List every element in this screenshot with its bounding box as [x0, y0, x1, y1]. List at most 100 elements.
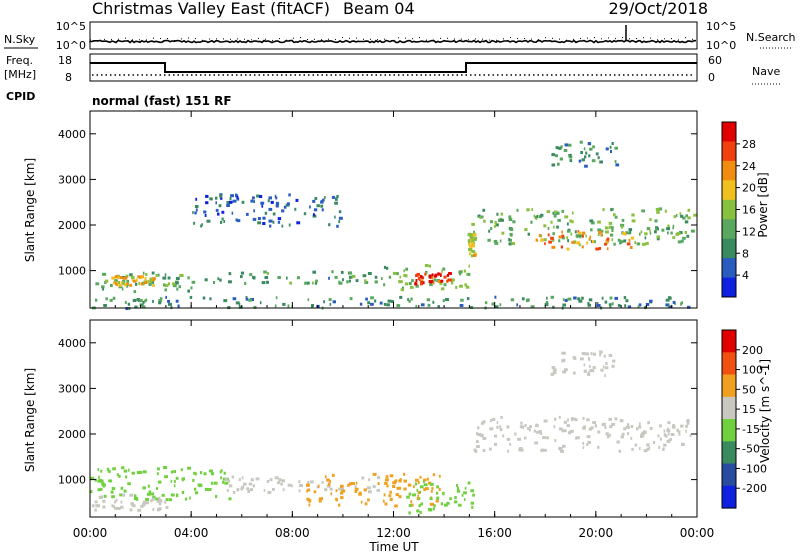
echo-cell	[561, 234, 565, 238]
echo-cell	[533, 429, 537, 433]
frequency-panel: Freq. [MHz] 18 8 60 0 Nave CPID normal (…	[4, 53, 780, 108]
echo-cell	[464, 283, 468, 287]
echo-cell	[466, 297, 470, 301]
echo-cell	[338, 487, 343, 491]
echo-cell	[115, 282, 118, 286]
velocity-y-axis: 1000 2000 3000 4000	[58, 337, 697, 487]
echo-cell	[134, 497, 138, 500]
echo-cell	[217, 277, 220, 281]
echo-cell	[636, 427, 639, 431]
noise-search-dot	[286, 39, 287, 41]
echo-cell	[396, 272, 399, 276]
echo-cell	[178, 285, 181, 289]
echo-cell	[395, 493, 399, 497]
echo-cell	[595, 247, 600, 251]
echo-cell	[240, 487, 244, 491]
echo-cell	[494, 241, 499, 245]
echo-cell	[679, 231, 683, 235]
echo-cell	[324, 196, 326, 199]
echo-cell	[638, 303, 642, 307]
echo-cell	[468, 244, 473, 248]
echo-cell	[427, 508, 430, 512]
echo-cell	[326, 478, 330, 482]
echo-cell	[527, 427, 530, 430]
velocity-colorbar-label: Velocity [m s^-1]	[758, 359, 772, 463]
echo-cell	[425, 487, 429, 491]
echo-cell	[579, 357, 584, 361]
noise-trace	[89, 25, 696, 44]
date-label: 29/Oct/2018	[608, 0, 708, 18]
echo-cell	[298, 489, 301, 493]
echo-cell	[321, 199, 323, 203]
echo-cell	[221, 210, 225, 214]
echo-cell	[670, 437, 672, 441]
echo-cell	[323, 300, 325, 304]
echo-cell	[601, 423, 604, 427]
echo-cell	[366, 486, 371, 490]
echo-cell	[110, 490, 114, 494]
echo-cell	[585, 352, 590, 356]
echo-cell	[117, 507, 121, 510]
echo-cell	[145, 498, 149, 501]
echo-cell	[556, 225, 559, 229]
echo-cell	[419, 279, 424, 283]
echo-cell	[236, 488, 240, 491]
echo-cell	[597, 156, 600, 160]
echo-cell	[105, 279, 109, 283]
echo-cell	[615, 163, 620, 167]
freq-left-tick-bottom: 8	[65, 71, 72, 84]
echo-cell	[631, 213, 635, 217]
time-tick-label: 00:00	[73, 526, 108, 540]
echo-cell	[137, 508, 142, 512]
echo-cell	[407, 483, 412, 487]
echo-cell	[459, 272, 462, 276]
echo-cell	[551, 245, 556, 249]
echo-cell	[228, 497, 232, 501]
echo-cell	[567, 297, 572, 301]
echo-cell	[223, 220, 225, 223]
echo-cell	[434, 273, 438, 277]
echo-cell	[338, 216, 343, 220]
noise-search-dot	[321, 39, 322, 41]
echo-cell	[558, 235, 562, 239]
echo-cell	[152, 278, 155, 282]
echo-cell	[616, 440, 620, 444]
velocity-cb-tick-label: -50	[742, 443, 760, 456]
echo-cell	[157, 273, 160, 277]
power-cb-swatch	[722, 180, 736, 201]
echo-cell	[181, 491, 185, 494]
echo-cell	[362, 274, 367, 278]
echo-cell	[252, 196, 255, 200]
noise-search-dot	[251, 39, 252, 41]
echo-cell	[111, 495, 115, 499]
echo-cell	[496, 425, 499, 429]
echo-cell	[134, 494, 137, 498]
echo-cell	[623, 427, 627, 431]
echo-cell	[472, 233, 477, 237]
freq-left-label-line1: Freq.	[6, 54, 33, 67]
echo-cell	[307, 488, 311, 492]
echo-cell	[215, 201, 217, 205]
velocity-echo-cells	[90, 350, 692, 515]
echo-cell	[655, 227, 657, 231]
echo-cell	[236, 197, 240, 201]
echo-cell	[336, 224, 339, 228]
time-tick-label: 12:00	[376, 526, 411, 540]
echo-cell	[226, 204, 230, 207]
echo-cell	[95, 282, 100, 286]
echo-cell	[122, 493, 126, 497]
echo-cell	[142, 300, 145, 304]
echo-cell	[331, 270, 334, 274]
echo-cell	[245, 297, 249, 301]
echo-cell	[214, 481, 218, 485]
echo-cell	[662, 447, 665, 451]
echo-cell	[585, 151, 588, 155]
echo-cell	[613, 242, 616, 246]
echo-cell	[476, 445, 480, 448]
echo-cell	[101, 482, 105, 486]
echo-cell	[351, 274, 356, 278]
echo-cell	[510, 298, 515, 302]
echo-cell	[249, 488, 254, 492]
echo-cell	[500, 212, 504, 216]
echo-cell	[489, 427, 494, 431]
